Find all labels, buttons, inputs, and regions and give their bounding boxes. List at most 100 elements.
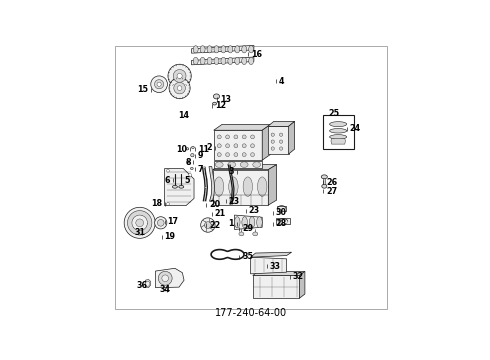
Text: 15: 15 xyxy=(138,85,148,94)
Text: 4: 4 xyxy=(278,77,284,86)
Polygon shape xyxy=(253,271,305,275)
Polygon shape xyxy=(277,206,286,211)
Circle shape xyxy=(173,69,186,82)
Text: 8: 8 xyxy=(185,158,191,167)
Circle shape xyxy=(174,82,185,94)
Circle shape xyxy=(155,217,167,229)
Text: 19: 19 xyxy=(165,232,175,241)
Circle shape xyxy=(162,275,169,282)
Circle shape xyxy=(151,76,168,93)
Ellipse shape xyxy=(279,147,283,150)
Circle shape xyxy=(177,86,182,90)
Polygon shape xyxy=(214,130,262,160)
Text: 23: 23 xyxy=(228,197,240,206)
Ellipse shape xyxy=(228,57,233,64)
Ellipse shape xyxy=(172,185,177,188)
Ellipse shape xyxy=(279,140,283,143)
Ellipse shape xyxy=(167,169,170,172)
Ellipse shape xyxy=(214,94,220,99)
Circle shape xyxy=(145,281,150,286)
Polygon shape xyxy=(165,168,194,206)
Ellipse shape xyxy=(221,57,226,64)
Ellipse shape xyxy=(242,135,246,139)
Ellipse shape xyxy=(225,144,229,148)
Ellipse shape xyxy=(225,135,229,139)
Ellipse shape xyxy=(207,46,212,53)
Ellipse shape xyxy=(250,135,254,139)
Text: 14: 14 xyxy=(178,111,190,120)
Ellipse shape xyxy=(228,162,236,167)
Ellipse shape xyxy=(253,162,261,167)
Polygon shape xyxy=(213,170,269,205)
Ellipse shape xyxy=(192,146,195,149)
Ellipse shape xyxy=(167,203,170,205)
Circle shape xyxy=(136,219,144,227)
Text: 10: 10 xyxy=(176,145,187,154)
Ellipse shape xyxy=(207,57,212,64)
Ellipse shape xyxy=(243,177,252,196)
Text: 12: 12 xyxy=(215,102,226,111)
Ellipse shape xyxy=(217,135,221,139)
Ellipse shape xyxy=(217,144,221,148)
Text: 5: 5 xyxy=(184,176,190,185)
Text: 20: 20 xyxy=(209,200,220,209)
Ellipse shape xyxy=(214,46,219,53)
Polygon shape xyxy=(250,252,292,257)
Ellipse shape xyxy=(235,46,240,53)
Ellipse shape xyxy=(234,153,238,157)
Circle shape xyxy=(127,211,152,235)
Text: 3: 3 xyxy=(228,167,234,176)
Polygon shape xyxy=(250,257,287,274)
Polygon shape xyxy=(299,271,305,298)
Polygon shape xyxy=(323,178,326,185)
Bar xyxy=(205,186,207,188)
Polygon shape xyxy=(262,125,270,160)
Ellipse shape xyxy=(234,144,238,148)
Ellipse shape xyxy=(330,135,347,139)
Ellipse shape xyxy=(229,177,238,196)
Ellipse shape xyxy=(228,46,233,53)
Ellipse shape xyxy=(191,167,193,170)
Text: 11: 11 xyxy=(198,145,209,154)
Ellipse shape xyxy=(242,217,247,228)
Bar xyxy=(204,173,205,174)
Circle shape xyxy=(169,77,190,99)
Ellipse shape xyxy=(257,217,262,228)
Ellipse shape xyxy=(187,161,189,163)
Text: 30: 30 xyxy=(275,208,287,217)
Ellipse shape xyxy=(322,184,327,188)
Polygon shape xyxy=(276,219,290,225)
Ellipse shape xyxy=(189,174,192,176)
Ellipse shape xyxy=(242,144,246,148)
Ellipse shape xyxy=(217,153,221,157)
Polygon shape xyxy=(145,279,151,288)
Ellipse shape xyxy=(214,177,223,196)
Ellipse shape xyxy=(200,57,205,64)
Polygon shape xyxy=(268,126,289,154)
Text: 21: 21 xyxy=(215,210,226,219)
Ellipse shape xyxy=(279,133,283,136)
Text: 35: 35 xyxy=(242,252,253,261)
Circle shape xyxy=(157,220,164,226)
Text: 17: 17 xyxy=(168,217,178,226)
Text: 6: 6 xyxy=(165,176,170,185)
Ellipse shape xyxy=(250,144,254,148)
Ellipse shape xyxy=(235,217,240,228)
Bar xyxy=(204,200,205,202)
Circle shape xyxy=(124,207,155,238)
Ellipse shape xyxy=(216,162,223,167)
Polygon shape xyxy=(268,121,294,126)
Ellipse shape xyxy=(248,57,254,64)
Ellipse shape xyxy=(253,232,258,236)
Ellipse shape xyxy=(186,148,189,150)
Text: 25: 25 xyxy=(328,109,339,118)
Circle shape xyxy=(154,80,164,89)
Bar xyxy=(205,193,206,195)
Ellipse shape xyxy=(179,185,184,188)
Text: 32: 32 xyxy=(293,272,304,281)
Text: 26: 26 xyxy=(326,178,337,187)
Text: 36: 36 xyxy=(137,281,148,290)
Ellipse shape xyxy=(214,57,219,64)
Bar xyxy=(323,115,354,149)
Polygon shape xyxy=(214,161,262,168)
